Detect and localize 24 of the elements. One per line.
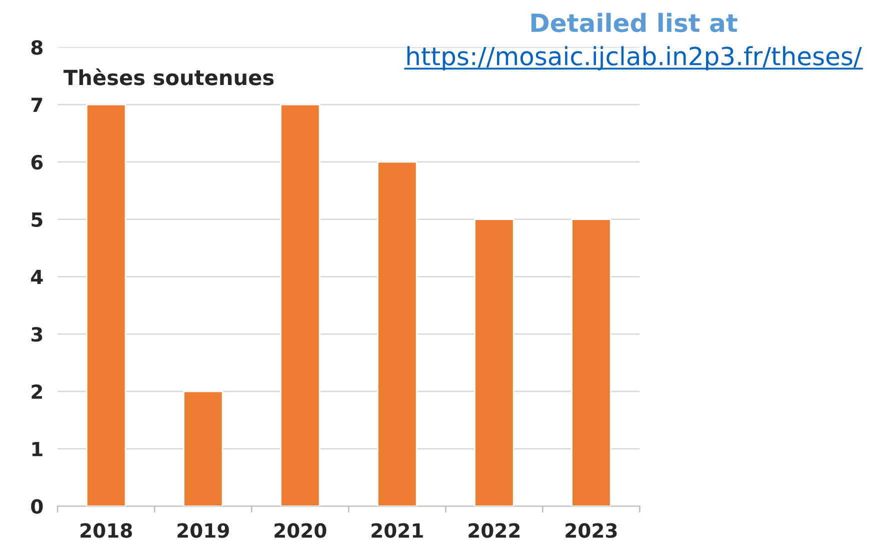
x-tick-label: 2021: [372, 523, 423, 538]
x-tick-label: 2018: [80, 523, 132, 538]
bar: [377, 161, 418, 506]
x-tick-label: 2023: [566, 523, 617, 538]
y-tick-label: 6: [31, 154, 43, 170]
y-tick-label: 3: [31, 326, 42, 342]
text: Thèses soutenues: [64, 68, 274, 86]
bar: [571, 218, 612, 506]
y-tick-label: 0: [31, 499, 43, 514]
x-tick-label: 2022: [468, 523, 520, 538]
y-tick-label: 8: [31, 40, 42, 55]
y-tick-label: 4: [31, 270, 43, 284]
x-tick-label: 2020: [274, 523, 326, 538]
annotation: https://mosaic.ijclab.in2p3.fr/theses/: [407, 46, 862, 70]
y-tick-label: 7: [31, 98, 42, 112]
y-tick-label: 5: [32, 212, 42, 227]
bar: [280, 104, 320, 506]
x-tick-label: 2019: [178, 523, 229, 538]
bar: [474, 218, 514, 506]
bar: [183, 390, 224, 506]
y-tick-label: 2: [32, 384, 42, 399]
bar: [86, 104, 126, 506]
text: Detailed list at: [531, 12, 738, 32]
y-tick-label: 1: [32, 442, 42, 456]
